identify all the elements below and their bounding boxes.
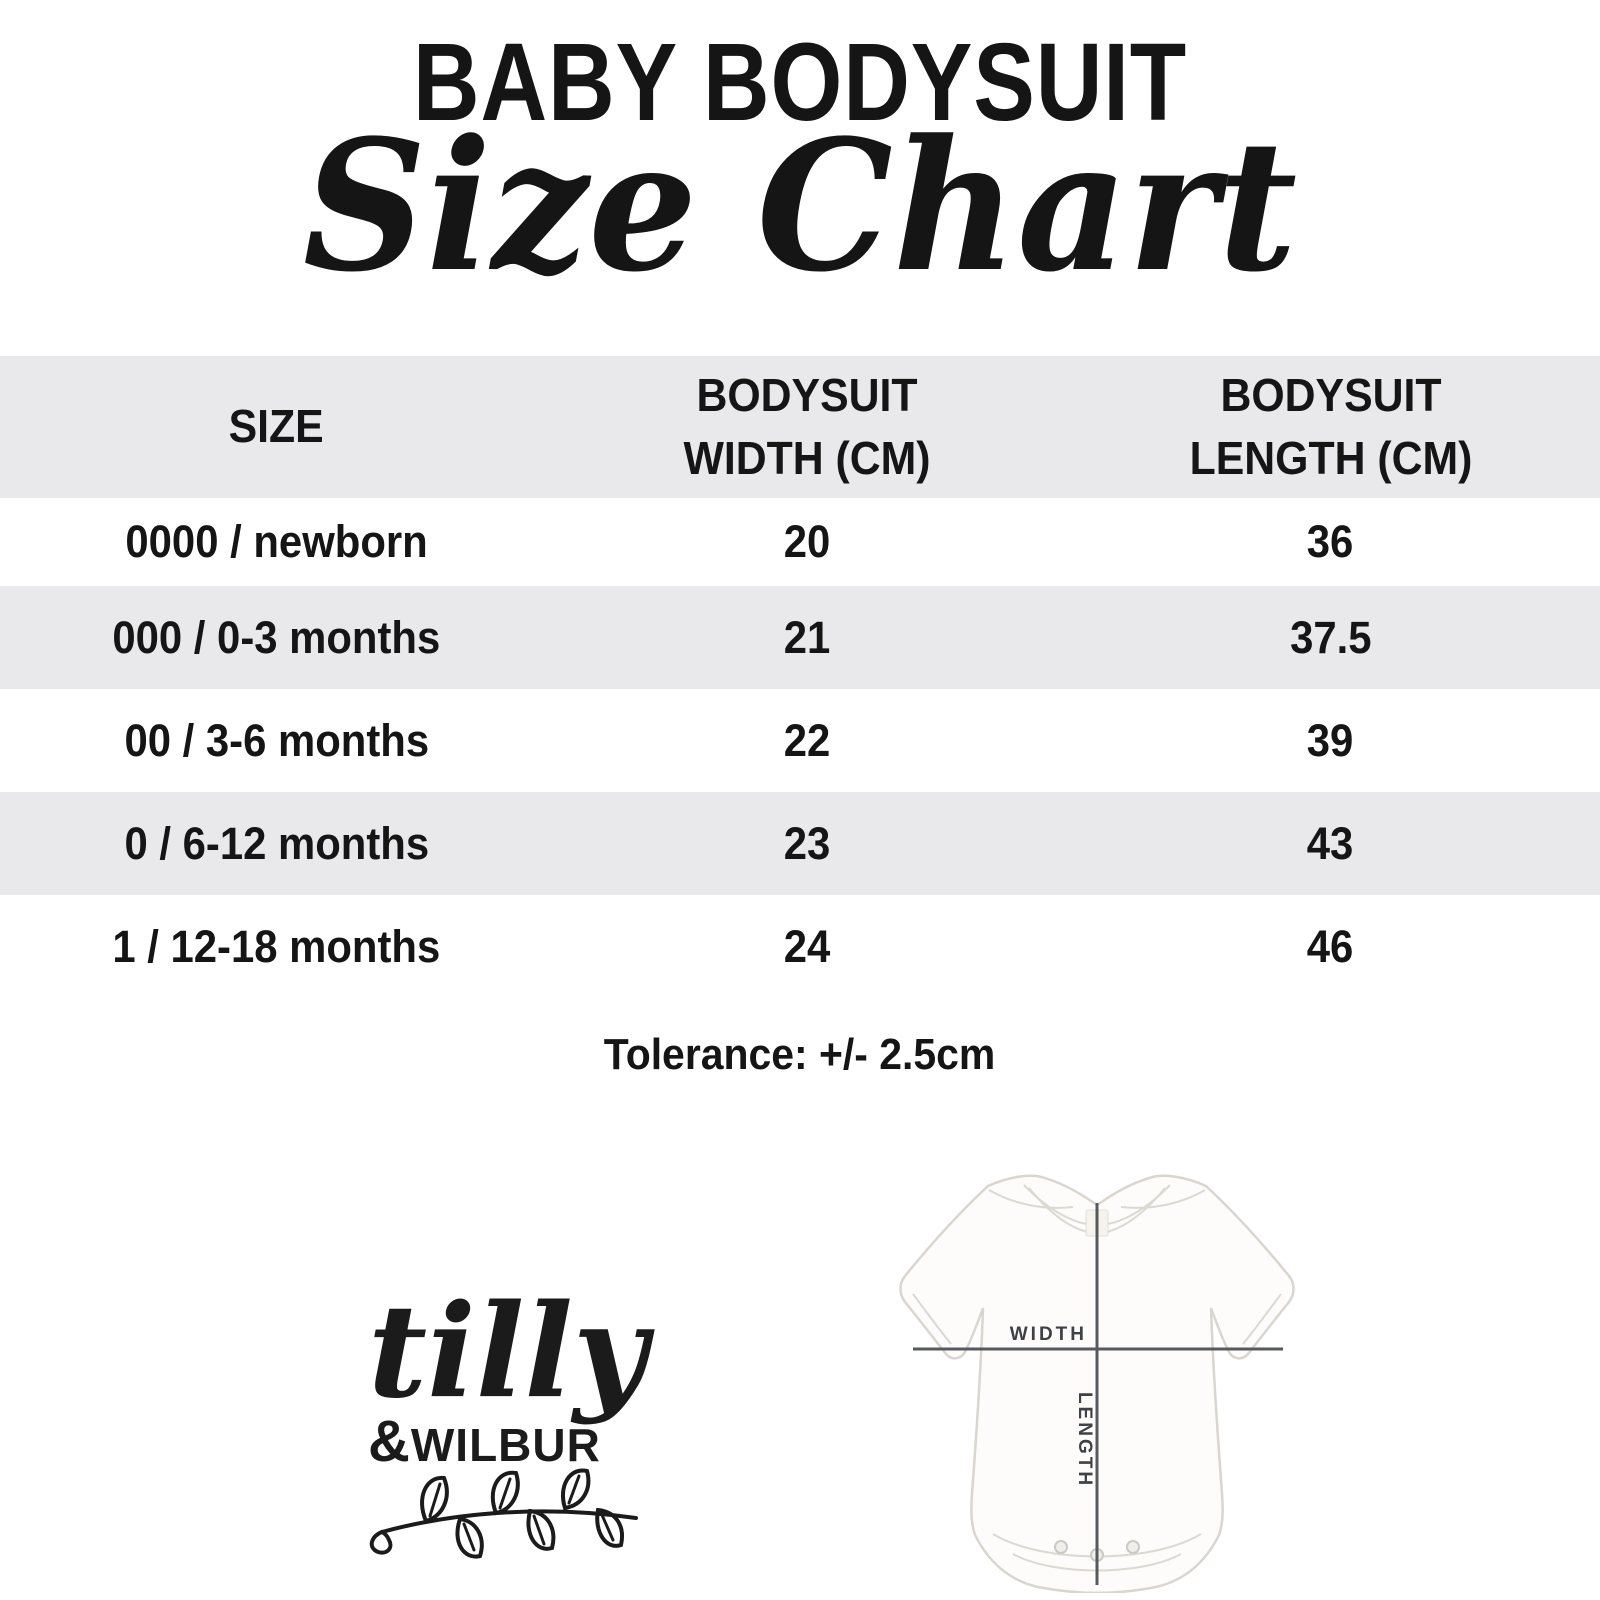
size-cell: 00 / 3-6 months xyxy=(124,714,429,766)
brand-caps-name: &WILBUR xyxy=(368,1409,601,1474)
column-header-length: BODYSUIT LENGTH (CM) xyxy=(1189,368,1472,484)
crotch-snaps xyxy=(1054,1540,1140,1562)
width-cell: 23 xyxy=(783,817,831,869)
width-cell: 21 xyxy=(783,611,831,663)
page-kicker: BABY BODYSUIT xyxy=(412,21,1188,144)
table-row: 1 / 12-18 months 24 46 xyxy=(0,895,1600,998)
size-chart-table: SIZE BODYSUIT WIDTH (CM) BODYSUIT LENGTH… xyxy=(0,356,1600,998)
table-row: 0 / 6-12 months 23 43 xyxy=(0,792,1600,895)
tolerance-note: Tolerance: +/- 2.5cm xyxy=(604,1030,996,1079)
column-header-width: BODYSUIT WIDTH (CM) xyxy=(683,368,931,484)
size-cell: 0 / 6-12 months xyxy=(124,817,429,869)
width-cell: 24 xyxy=(783,920,831,972)
table-row: 000 / 0-3 months 21 37.5 xyxy=(0,586,1600,689)
bodysuit-diagram: WIDTH LENGTH xyxy=(899,1174,1295,1593)
size-cell: 0000 / newborn xyxy=(125,516,428,567)
laurel-branch-icon xyxy=(369,1468,638,1559)
width-cell: 20 xyxy=(783,516,831,567)
measurement-crosshair xyxy=(913,1203,1283,1585)
table-header-row: SIZE BODYSUIT WIDTH (CM) BODYSUIT LENGTH… xyxy=(0,356,1600,498)
length-cell: 37.5 xyxy=(1289,611,1372,663)
column-header-size: SIZE xyxy=(228,400,325,453)
width-label: WIDTH xyxy=(1010,1324,1087,1345)
size-cell: 000 / 0-3 months xyxy=(112,611,441,663)
size-cell: 1 / 12-18 months xyxy=(112,920,441,972)
table-row: 00 / 3-6 months 22 39 xyxy=(0,689,1600,792)
brand-script-name: tilly xyxy=(368,1277,648,1427)
table-row: 0000 / newborn 20 36 xyxy=(0,498,1600,586)
length-cell: 36 xyxy=(1307,516,1354,567)
ampersand: & xyxy=(368,1409,411,1474)
length-label: LENGTH xyxy=(1074,1392,1095,1488)
width-cell: 22 xyxy=(783,714,831,766)
length-cell: 43 xyxy=(1307,817,1354,869)
page-title: Size Chart xyxy=(302,101,1298,312)
length-cell: 46 xyxy=(1307,920,1354,972)
length-cell: 39 xyxy=(1307,714,1354,766)
